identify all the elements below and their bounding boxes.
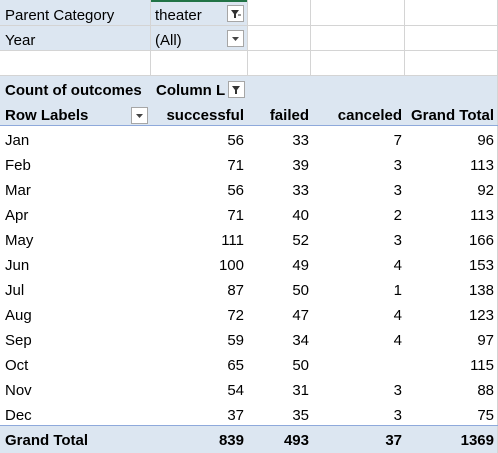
cell-successful: 71 <box>227 207 244 224</box>
column-header-successful: successful <box>166 107 244 124</box>
active-cell-indicator <box>150 0 247 2</box>
cell-successful: 100 <box>218 257 244 274</box>
row-labels-dropdown-icon[interactable] <box>131 107 148 124</box>
cell-grand-total: 92 <box>477 182 494 199</box>
dropdown-arrow-icon[interactable] <box>227 30 244 47</box>
pivot-header-bar <box>0 75 498 100</box>
cell-failed: 33 <box>292 182 309 199</box>
cell-failed: 50 <box>292 282 309 299</box>
cell-successful: 54 <box>227 382 244 399</box>
filter-label-year: Year <box>5 32 36 49</box>
row-label: Oct <box>5 357 29 374</box>
filter-label-parent-category: Parent Category <box>5 7 115 24</box>
cell-failed: 33 <box>292 132 309 149</box>
row-label: Nov <box>5 382 32 399</box>
grand-total-canceled: 37 <box>385 432 402 449</box>
grand-total-bar <box>0 425 498 453</box>
cell-canceled: 3 <box>393 157 402 174</box>
cell-failed: 31 <box>292 382 309 399</box>
cell-grand-total: 123 <box>468 307 494 324</box>
gridline <box>150 0 151 75</box>
cell-grand-total: 113 <box>470 207 494 224</box>
filter-value-parent-category[interactable]: theater <box>155 7 202 24</box>
cell-failed: 40 <box>292 207 309 224</box>
cell-canceled: 7 <box>393 132 402 149</box>
cell-canceled: 3 <box>393 232 402 249</box>
grand-total-label: Grand Total <box>5 432 89 449</box>
cell-failed: 50 <box>292 357 309 374</box>
cell-successful: 72 <box>227 307 244 324</box>
gridline <box>0 25 498 26</box>
cell-successful: 111 <box>221 232 244 249</box>
cell-canceled: 4 <box>393 257 402 274</box>
grand-total-successful: 839 <box>218 432 244 449</box>
cell-grand-total: 166 <box>468 232 494 249</box>
cell-canceled: 3 <box>393 407 402 424</box>
gridline <box>0 75 498 76</box>
grand-total-overall: 1369 <box>460 432 494 449</box>
gridline <box>0 50 498 51</box>
cell-failed: 35 <box>292 407 309 424</box>
cell-canceled: 3 <box>393 182 402 199</box>
cell-failed: 34 <box>292 332 309 349</box>
cell-grand-total: 115 <box>470 357 494 374</box>
cell-grand-total: 113 <box>470 157 494 174</box>
cell-successful: 56 <box>227 132 244 149</box>
row-label: Apr <box>5 207 29 224</box>
cell-failed: 49 <box>292 257 309 274</box>
total-separator <box>0 425 498 426</box>
cell-successful: 56 <box>227 182 244 199</box>
row-label: Feb <box>5 157 31 174</box>
cell-canceled: 3 <box>393 382 402 399</box>
cell-grand-total: 75 <box>477 407 494 424</box>
cell-canceled: 1 <box>393 282 402 299</box>
gridline <box>310 0 311 75</box>
column-header-failed: failed <box>269 107 309 124</box>
cell-failed: 39 <box>292 157 309 174</box>
column-labels-header: Column L <box>156 82 226 99</box>
row-label: Jan <box>5 132 30 149</box>
row-label: Jul <box>5 282 25 299</box>
cell-grand-total: 96 <box>477 132 494 149</box>
filter-value-year[interactable]: (All) <box>155 32 182 49</box>
row-label: Dec <box>5 407 32 424</box>
cell-grand-total: 138 <box>468 282 494 299</box>
row-label: Mar <box>5 182 31 199</box>
cell-canceled: 4 <box>393 307 402 324</box>
cell-successful: 87 <box>227 282 244 299</box>
cell-successful: 59 <box>227 332 244 349</box>
row-label: Aug <box>5 307 32 324</box>
cell-canceled: 2 <box>393 207 402 224</box>
pivot-column-header-bar <box>0 100 498 125</box>
column-header-canceled: canceled <box>337 107 402 124</box>
cell-failed: 52 <box>292 232 309 249</box>
cell-canceled <box>310 353 402 378</box>
gridline <box>247 0 248 75</box>
grand-total-failed: 493 <box>283 432 309 449</box>
gridline <box>404 0 405 75</box>
cell-grand-total: 153 <box>468 257 494 274</box>
row-labels-header: Row Labels <box>5 107 89 124</box>
column-header-grand-total: Grand Total <box>410 107 494 124</box>
cell-successful: 71 <box>227 157 244 174</box>
cell-successful: 65 <box>227 357 244 374</box>
header-separator <box>0 125 498 126</box>
row-label: Jun <box>5 257 30 274</box>
cell-failed: 47 <box>292 307 309 324</box>
column-filter-icon[interactable] <box>228 81 245 98</box>
cell-canceled: 4 <box>393 332 402 349</box>
filter-applied-icon[interactable] <box>227 5 244 22</box>
cell-successful: 37 <box>227 407 244 424</box>
row-label: May <box>5 232 34 249</box>
cell-grand-total: 88 <box>477 382 494 399</box>
row-label: Sep <box>5 332 32 349</box>
cell-grand-total: 97 <box>477 332 494 349</box>
pivot-corner-label: Count of outcomes <box>5 82 142 99</box>
